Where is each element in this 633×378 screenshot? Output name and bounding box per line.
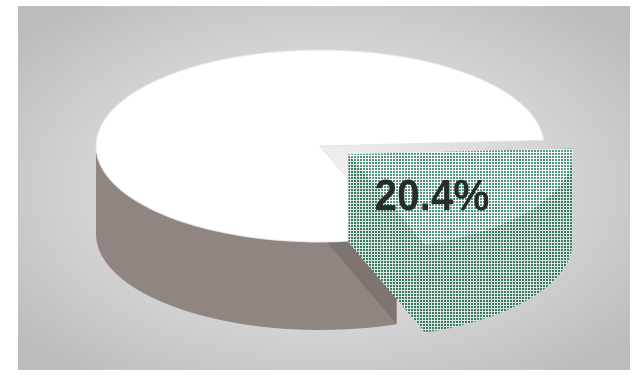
slice-side-small [425,154,573,333]
slice-top-small [348,148,573,245]
slice-cutface-small-end [348,154,426,333]
pie-group: 20.4% [95,49,573,333]
chart-frame: 20.4% [18,6,630,370]
slice-top-large [95,49,545,243]
slice-side-large [96,146,397,331]
pie-chart: 20.4% [18,6,630,370]
slice-label-small: 20.4% [375,170,490,219]
